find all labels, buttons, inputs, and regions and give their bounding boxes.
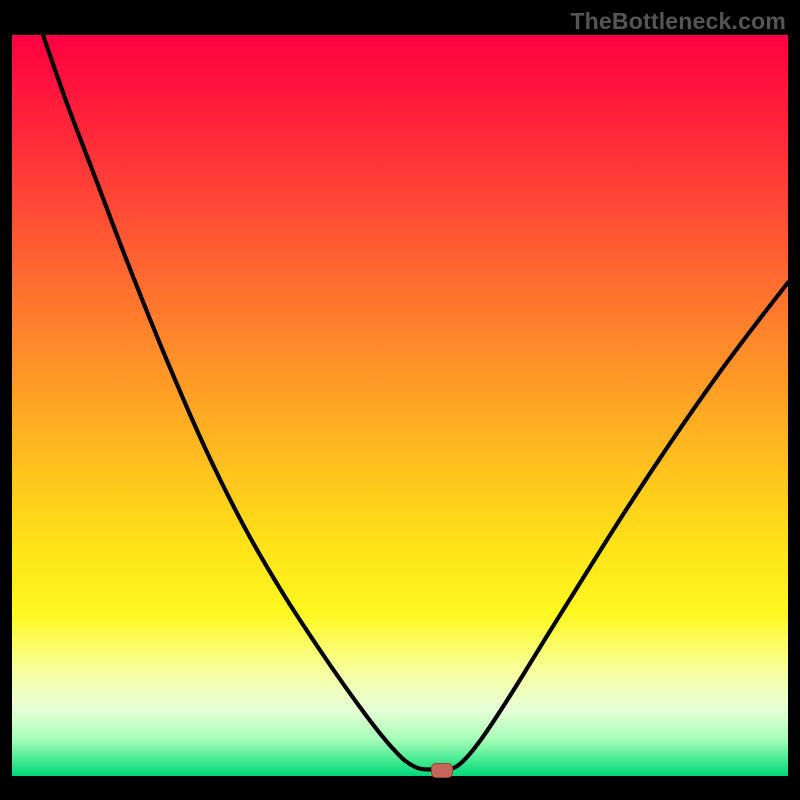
bottleneck-curve	[12, 35, 788, 776]
chart-stage: TheBottleneck.com	[0, 0, 800, 800]
bottleneck-curve-path	[43, 35, 788, 770]
watermark-text: TheBottleneck.com	[570, 8, 786, 35]
bottleneck-point-marker	[431, 763, 453, 778]
